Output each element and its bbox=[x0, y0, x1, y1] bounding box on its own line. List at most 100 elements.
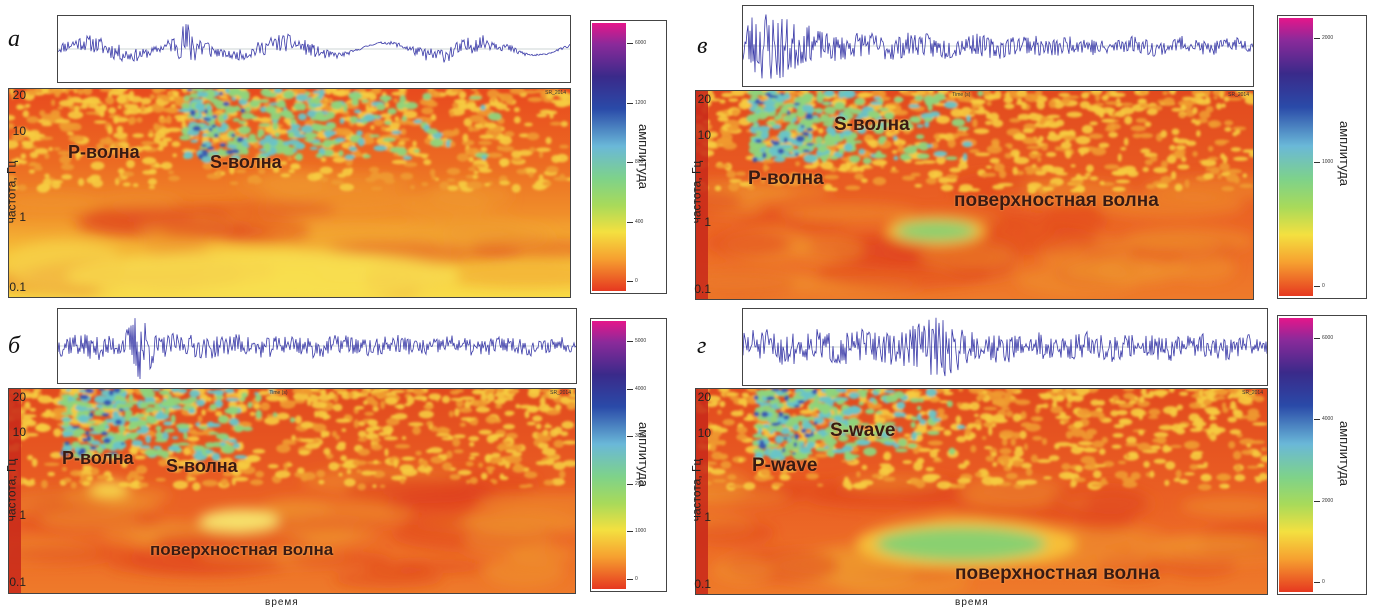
p-wave-label: Р-волна bbox=[68, 142, 140, 162]
p-wave-label: P-wave bbox=[752, 455, 818, 476]
colorbar-tick-label: 0 bbox=[1322, 579, 1325, 585]
trace-line bbox=[743, 14, 1253, 79]
colorbar-tick bbox=[1314, 162, 1320, 163]
y-tick: 10 bbox=[697, 426, 711, 440]
seismogram-svg bbox=[58, 318, 576, 380]
colorbar-title: амплитуда bbox=[1337, 120, 1353, 187]
surface-wave-label: поверхностная волна bbox=[150, 540, 334, 559]
colorbar-tick bbox=[627, 162, 633, 163]
colorbar-tick bbox=[1314, 286, 1320, 287]
spectrogram: Time (s) SR_2014 bbox=[695, 90, 1254, 300]
colorbar-tick-label: 2000 bbox=[1322, 497, 1334, 504]
y-tick: 1 bbox=[19, 508, 26, 522]
colorbar-tick bbox=[627, 531, 633, 533]
y-tick: 20 bbox=[12, 88, 26, 102]
s-wave-label: S-волна bbox=[166, 456, 238, 476]
s-wave-label: S-волна bbox=[834, 114, 910, 135]
colorbar-tick bbox=[627, 436, 633, 438]
panel-letter: б bbox=[8, 333, 21, 359]
colorbar-title: амплитуда bbox=[636, 421, 652, 488]
colorbar-tick-label: 3000 bbox=[635, 433, 647, 440]
colorbar-gradient bbox=[1279, 18, 1313, 296]
spectrogram-axis-tag: Time (s) bbox=[952, 92, 971, 98]
spectrogram-svg bbox=[696, 389, 1267, 594]
seismogram-trace bbox=[742, 308, 1268, 386]
seismogram-svg bbox=[58, 24, 570, 63]
colorbar-tick-label: 6000 bbox=[635, 40, 647, 46]
colorbar-tick bbox=[1314, 582, 1320, 583]
spectrogram-tag: SR_2014 bbox=[1228, 92, 1249, 98]
colorbar-tick bbox=[627, 579, 633, 580]
y-tick: 0.1 bbox=[694, 282, 711, 296]
colorbar-tick bbox=[627, 341, 633, 342]
y-tick: 10 bbox=[12, 425, 26, 439]
panel-letter: в bbox=[697, 33, 708, 59]
colorbar-tick bbox=[1314, 338, 1320, 339]
colorbar-tick bbox=[627, 43, 633, 44]
spectrogram-tag: SR_2014 bbox=[550, 390, 571, 396]
colorbar-gradient bbox=[1279, 318, 1313, 592]
panel-letter: а bbox=[8, 26, 20, 52]
colorbar-tick-label: 4000 bbox=[1322, 416, 1334, 423]
y-tick: 0.1 bbox=[9, 575, 26, 589]
x-axis-label: время bbox=[955, 597, 989, 608]
colorbar-tick bbox=[1314, 419, 1320, 421]
colorbar-tick-label: 2000 bbox=[1322, 35, 1334, 41]
x-axis-label: время bbox=[265, 597, 299, 608]
colorbar-tick bbox=[627, 388, 633, 390]
trace-line bbox=[58, 24, 570, 63]
colorbar-title: амплитуда bbox=[1337, 420, 1353, 487]
panel-letter: г bbox=[697, 333, 707, 359]
y-tick: 1 bbox=[19, 210, 26, 224]
seismogram-trace bbox=[57, 308, 577, 384]
y-tick: 20 bbox=[12, 390, 26, 404]
y-tick: 20 bbox=[697, 92, 711, 106]
s-wave-label: S-wave bbox=[830, 420, 896, 441]
colorbar-tick-label: 2000 bbox=[635, 480, 647, 487]
p-wave-label: Р-волна bbox=[62, 448, 134, 468]
y-tick: 10 bbox=[697, 128, 711, 142]
y-tick: 0.1 bbox=[9, 280, 26, 294]
spectrogram-svg bbox=[696, 91, 1253, 299]
surface-wave-label: поверхностная волна bbox=[955, 563, 1160, 584]
s-wave-label: S-волна bbox=[210, 152, 282, 172]
colorbar-tick-label: 5000 bbox=[635, 338, 647, 344]
spectrogram-axis-tag: Time (s) bbox=[269, 390, 288, 396]
colorbar-tick bbox=[1314, 500, 1320, 502]
colorbar-title: амплитуда bbox=[636, 123, 652, 190]
colorbar-tick bbox=[627, 483, 633, 485]
colorbar-tick-label: 0 bbox=[635, 278, 638, 284]
trace-line bbox=[743, 317, 1267, 377]
y-tick: 1 bbox=[704, 215, 711, 229]
colorbar-tick-label: 1000 bbox=[1322, 159, 1334, 165]
colorbar-tick-label: 1200 bbox=[635, 99, 647, 106]
colorbar-tick bbox=[627, 281, 633, 282]
spectrogram-svg bbox=[9, 389, 575, 593]
colorbar-tick-label: 6000 bbox=[1322, 335, 1334, 341]
colorbar: амплитуда 6000 4000 2000 0 bbox=[1277, 315, 1367, 595]
colorbar-tick bbox=[1314, 38, 1320, 39]
seismogram-svg bbox=[743, 14, 1253, 79]
seismogram-trace bbox=[57, 15, 571, 83]
colorbar-gradient bbox=[592, 23, 626, 291]
spectrogram: Time (s) SR_2014 bbox=[8, 388, 576, 594]
p-wave-label: Р-волна bbox=[748, 168, 824, 189]
spectrogram-tag: SR_2014 bbox=[1242, 390, 1263, 396]
trace-line bbox=[58, 318, 576, 380]
colorbar-tick bbox=[627, 102, 633, 104]
colorbar-tick-label: 0 bbox=[635, 576, 638, 582]
y-tick: 0.1 bbox=[694, 577, 711, 591]
surface-wave-label: поверхностная волна bbox=[954, 190, 1159, 211]
y-axis-label: частота, Гц bbox=[689, 160, 704, 224]
seismogram-svg bbox=[743, 317, 1267, 377]
colorbar: амплитуда 6000 1200 800 400 0 bbox=[590, 20, 667, 294]
colorbar-tick-label: 400 bbox=[635, 218, 644, 225]
y-tick: 10 bbox=[12, 124, 26, 138]
colorbar-tick-label: 1000 bbox=[635, 528, 647, 535]
colorbar-tick bbox=[627, 221, 633, 223]
colorbar-tick-label: 4000 bbox=[635, 385, 647, 392]
colorbar-gradient bbox=[592, 321, 626, 589]
colorbar-tick-label: 0 bbox=[1322, 283, 1325, 289]
colorbar-tick-label: 800 bbox=[635, 159, 644, 165]
spectrogram-tag: SR_2014 bbox=[545, 90, 566, 96]
